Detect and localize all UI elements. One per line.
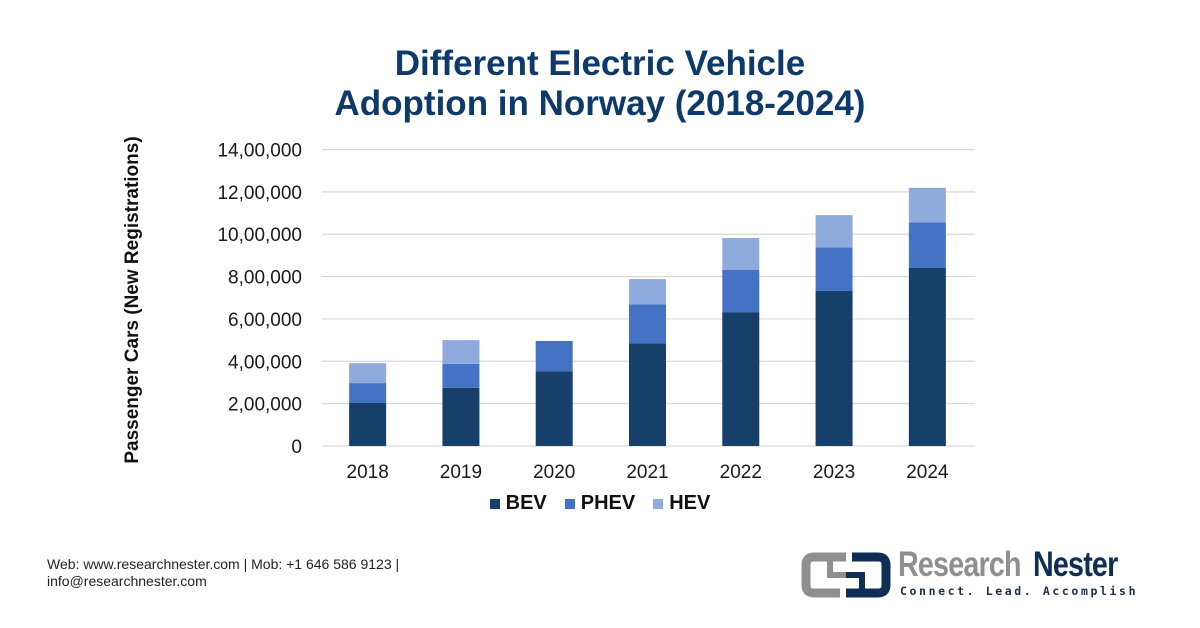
x-tick-label: 2020 xyxy=(533,462,575,483)
y-tick-label: 10,00,000 xyxy=(217,225,302,246)
y-tick-label: 6,00,000 xyxy=(228,310,302,331)
bar-segment-hev-2018 xyxy=(349,363,387,384)
footer-contact: Web: www.researchnester.com | Mob: +1 64… xyxy=(47,556,399,590)
x-tick-label: 2019 xyxy=(440,462,482,483)
chart-title-line-1: Different Electric Vehicle xyxy=(394,44,806,83)
legend-item-bev: BEV xyxy=(489,492,547,515)
bar-segment-phev-2020 xyxy=(535,340,573,372)
legend-label: PHEV xyxy=(580,492,636,514)
y-tick-label: 0 xyxy=(291,437,302,458)
bar-segment-bev-2024 xyxy=(908,267,946,446)
logo-tagline: Connect. Lead. Accomplish xyxy=(900,584,1139,598)
legend-item-phev: PHEV xyxy=(564,492,636,515)
legend-swatch xyxy=(489,498,500,509)
bar-segment-hev-2024 xyxy=(908,187,946,223)
y-tick-label: 14,00,000 xyxy=(217,141,302,162)
y-tick-label: 4,00,000 xyxy=(228,352,302,373)
bar-segment-bev-2022 xyxy=(722,312,760,446)
x-tick-label: 2024 xyxy=(906,462,949,483)
y-tick-label: 8,00,000 xyxy=(228,268,302,289)
legend-label: BEV xyxy=(505,492,547,514)
y-tick-label: 2,00,000 xyxy=(228,395,302,416)
bar-segment-bev-2021 xyxy=(629,343,666,446)
bar-segment-phev-2023 xyxy=(815,247,853,291)
logo-word-research: Research xyxy=(898,545,1021,584)
legend: BEV PHEV HEV xyxy=(0,492,1200,515)
bar-segment-phev-2022 xyxy=(722,270,760,313)
x-tick-label: 2021 xyxy=(626,462,668,483)
bar-segment-hev-2019 xyxy=(442,340,480,364)
bar-segment-phev-2024 xyxy=(908,222,946,268)
bar-segment-phev-2019 xyxy=(442,363,480,388)
legend-item-hev: HEV xyxy=(653,492,710,515)
x-tick-label: 2023 xyxy=(813,462,855,483)
research-nester-logo: Research Nester Connect. Lead. Accomplis… xyxy=(800,545,1160,605)
chart-title: Different Electric Vehicle Adoption in N… xyxy=(0,44,1200,124)
bar-segment-hev-2021 xyxy=(629,279,666,305)
legend-label: HEV xyxy=(669,492,711,514)
bar-segment-hev-2023 xyxy=(815,215,853,248)
chart-title-line-2: Adoption in Norway (2018-2024) xyxy=(334,84,866,123)
bars xyxy=(349,187,946,446)
logo-word-nester: Nester xyxy=(1033,545,1118,584)
bar-segment-phev-2021 xyxy=(629,304,666,344)
y-axis-ticks: 0 2,00,000 4,00,000 6,00,000 8,00,000 10,00,0… xyxy=(217,141,302,459)
contact-web-phone: Web: www.researchnester.com | Mob: +1 64… xyxy=(47,556,400,572)
bar-segment-bev-2019 xyxy=(442,387,480,446)
bar-segment-phev-2018 xyxy=(349,383,387,404)
bar-segment-bev-2018 xyxy=(349,403,387,446)
legend-swatch xyxy=(653,498,664,509)
x-axis-ticks: 2018 2019 2020 2021 2022 2023 2024 xyxy=(347,462,949,483)
contact-email: info@researchnester.com xyxy=(47,573,207,589)
bar-segment-bev-2020 xyxy=(535,371,573,446)
bar-segment-bev-2023 xyxy=(815,290,853,446)
legend-swatch xyxy=(564,498,575,509)
x-tick-label: 2022 xyxy=(720,462,762,483)
y-tick-label: 12,00,000 xyxy=(217,183,302,204)
bar-segment-hev-2022 xyxy=(722,238,760,271)
x-tick-label: 2018 xyxy=(347,462,389,483)
linked-squares-icon xyxy=(801,552,891,598)
